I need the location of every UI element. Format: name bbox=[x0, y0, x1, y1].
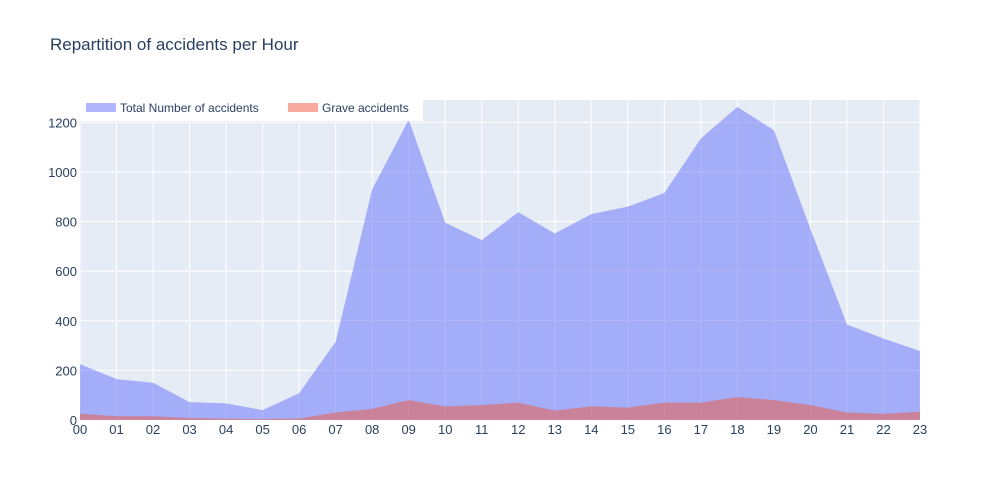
x-tick-label: 09 bbox=[401, 422, 415, 437]
x-tick-label: 20 bbox=[803, 422, 817, 437]
x-tick-label: 00 bbox=[73, 422, 87, 437]
x-tick-label: 13 bbox=[548, 422, 562, 437]
y-tick-label: 1200 bbox=[48, 115, 77, 130]
legend-background bbox=[80, 97, 423, 121]
x-tick-label: 05 bbox=[255, 422, 269, 437]
legend-label[interactable]: Total Number of accidents bbox=[120, 101, 259, 115]
x-tick-label: 19 bbox=[767, 422, 781, 437]
x-tick-label: 04 bbox=[219, 422, 233, 437]
legend: Total Number of accidents Grave accidents bbox=[80, 97, 423, 121]
area-series-1[interactable] bbox=[80, 397, 920, 420]
y-tick-label: 1000 bbox=[48, 165, 77, 180]
area-series-0[interactable] bbox=[80, 106, 920, 420]
legend-swatch[interactable] bbox=[288, 103, 318, 112]
x-tick-label: 06 bbox=[292, 422, 306, 437]
x-tick-label: 14 bbox=[584, 422, 598, 437]
y-tick-label: 800 bbox=[55, 215, 77, 230]
x-tick-label: 03 bbox=[182, 422, 196, 437]
x-tick-label: 01 bbox=[109, 422, 123, 437]
x-tick-label: 18 bbox=[730, 422, 744, 437]
x-tick-label: 08 bbox=[365, 422, 379, 437]
y-tick-label: 0 bbox=[70, 413, 77, 428]
x-tick-label: 22 bbox=[876, 422, 890, 437]
y-tick-label: 400 bbox=[55, 314, 77, 329]
x-tick-label: 15 bbox=[621, 422, 635, 437]
x-tick-label: 17 bbox=[694, 422, 708, 437]
x-tick-label: 02 bbox=[146, 422, 160, 437]
x-tick-label: 11 bbox=[475, 422, 489, 437]
y-tick-label: 200 bbox=[55, 363, 77, 378]
y-tick-label: 600 bbox=[55, 264, 77, 279]
x-tick-label: 23 bbox=[913, 422, 927, 437]
x-tick-label: 07 bbox=[328, 422, 342, 437]
x-tick-label: 10 bbox=[438, 422, 452, 437]
chart-title: Repartition of accidents per Hour bbox=[50, 35, 299, 54]
legend-swatch[interactable] bbox=[86, 103, 116, 112]
x-tick-label: 12 bbox=[511, 422, 525, 437]
x-tick-label: 21 bbox=[840, 422, 854, 437]
x-tick-label: 16 bbox=[657, 422, 671, 437]
legend-label[interactable]: Grave accidents bbox=[322, 101, 409, 115]
